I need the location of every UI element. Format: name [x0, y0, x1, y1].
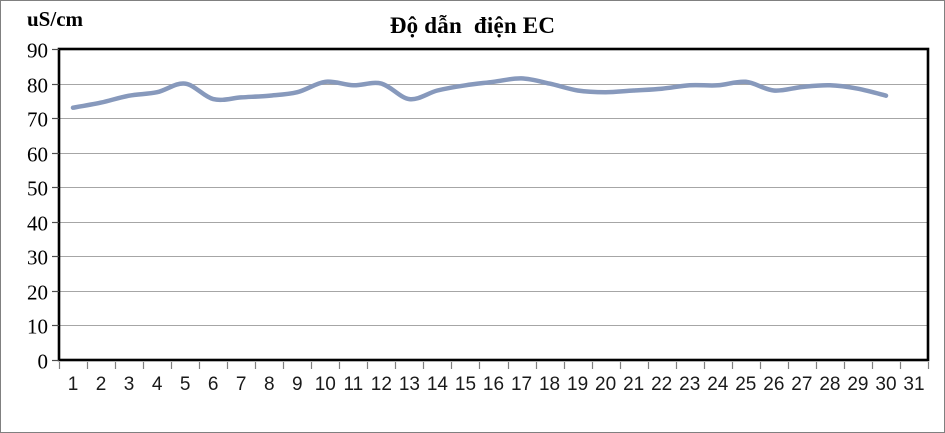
y-axis-tick-label: 10 [27, 315, 48, 339]
x-axis-tick-label: 13 [399, 374, 420, 395]
y-axis-tick-label: 40 [27, 212, 48, 236]
x-axis-tick-label: 18 [539, 374, 560, 395]
chart-title: Độ dẫn điện EC [389, 13, 556, 38]
x-axis-tick-label: 10 [315, 374, 336, 395]
x-axis-tick-label: 14 [427, 374, 449, 395]
y-axis-tick-label: 0 [38, 350, 49, 374]
y-axis-tick-label: 50 [27, 177, 48, 201]
x-axis-tick-label: 30 [875, 374, 896, 395]
y-axis-tick-label: 90 [27, 39, 48, 63]
x-axis-tick-label: 24 [707, 374, 729, 395]
x-axis-tick-label: 5 [180, 374, 191, 395]
x-axis-tick-label: 15 [455, 374, 476, 395]
x-axis-tick-label: 19 [567, 374, 588, 395]
y-axis-tick-label: 70 [27, 108, 48, 132]
x-axis-tick-label: 16 [483, 374, 504, 395]
x-axis-tick-label: 12 [371, 374, 392, 395]
x-axis-tick-label: 7 [236, 374, 247, 395]
x-axis-tick-label: 21 [623, 374, 644, 395]
plot-border [57, 47, 930, 362]
x-axis-tick-label: 9 [292, 374, 303, 395]
x-axis-tick-label: 28 [819, 374, 840, 395]
x-axis-tick-label: 23 [679, 374, 700, 395]
x-axis-tick-label: 2 [96, 374, 107, 395]
x-axis-tick-label: 25 [735, 374, 756, 395]
x-axis-tick-label: 31 [903, 374, 924, 395]
x-axis-tick-label: 6 [208, 374, 219, 395]
x-axis-tick-label: 27 [791, 374, 812, 395]
x-axis-tick-label: 17 [511, 374, 532, 395]
y-axis-tick-label: 20 [27, 281, 48, 305]
x-axis-tick-label: 20 [595, 374, 616, 395]
ec-series-line [70, 76, 889, 110]
x-axis-tick-label: 1 [68, 374, 79, 395]
y-axis-tick-label: 30 [27, 246, 48, 270]
x-axis-tick-label: 11 [343, 374, 363, 395]
y-axis-tick-label: 80 [27, 74, 48, 98]
y-axis-unit-label: uS/cm [27, 7, 84, 31]
x-axis-tick-label: 22 [651, 374, 672, 395]
x-axis-tick-label: 3 [124, 374, 135, 395]
x-axis-tick-label: 4 [152, 374, 163, 395]
x-axis-tick-label: 29 [847, 374, 868, 395]
x-axis-tick-label: 26 [763, 374, 784, 395]
x-axis-tick-label: 8 [264, 374, 275, 395]
y-axis-tick-label: 60 [27, 143, 48, 167]
